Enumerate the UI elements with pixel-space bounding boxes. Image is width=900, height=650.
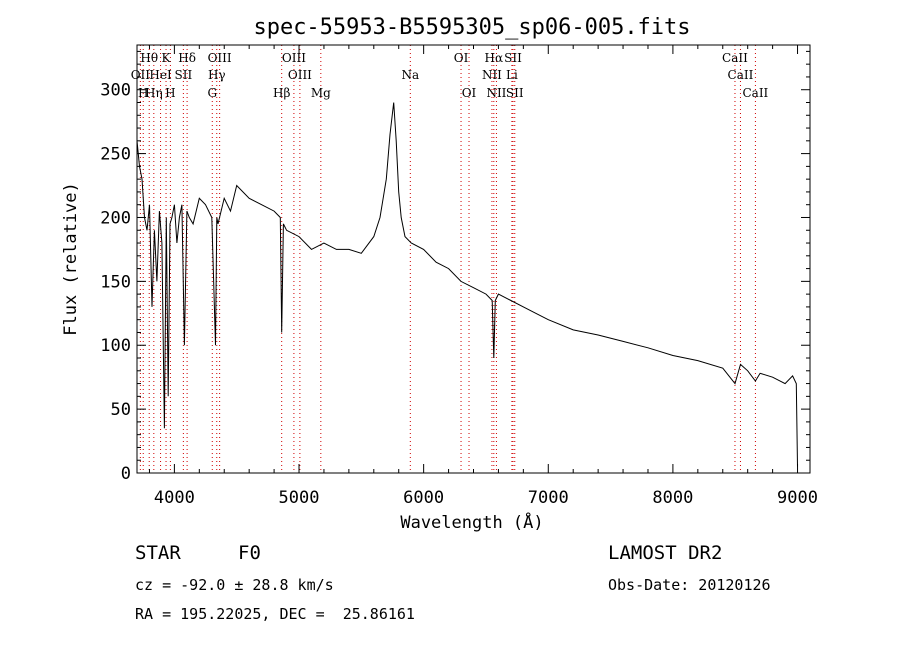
line-label: OI [462,86,477,100]
line-label: SII [506,86,524,100]
line-label: SII [175,68,193,82]
line-label: CaII [728,68,754,82]
observation-date: Obs-Date: 20120126 [608,576,771,594]
line-label: CaII [742,86,768,100]
line-label: H [165,86,175,100]
y-tick-label: 300 [100,81,131,101]
line-label: H [138,86,148,100]
y-tick-label: 250 [100,145,131,165]
y-tick-label: 0 [121,464,131,484]
line-label: G [207,86,217,100]
line-label: Hγ [208,68,226,82]
survey-name: LAMOST DR2 [608,542,723,564]
x-tick-label: 8000 [652,488,693,508]
line-label: NII [482,68,502,82]
line-label: Hβ [273,86,290,100]
x-tick-label: 6000 [403,488,444,508]
line-label: OIII [208,51,232,65]
coordinates: RA = 195.22025, DEC = 25.86161 [135,605,415,623]
y-tick-label: 100 [100,336,131,356]
line-label: Na [401,68,419,82]
y-tick-label: 150 [100,272,131,292]
chart-title: spec-55953-B5595305_sp06-005.fits [253,15,690,40]
line-label: CaII [722,51,748,65]
line-label: Mg [311,86,331,100]
y-axis-label: Flux (relative) [61,182,81,336]
x-axis-label: Wavelength (Å) [400,511,543,533]
line-label: OI [454,51,469,65]
y-axis-ticks: 0 50 100 150 200 250 300 [100,50,810,484]
line-label: OIII [282,51,306,65]
line-label: Hα [485,51,504,65]
line-label: SII [504,51,522,65]
x-tick-label: 4000 [154,488,195,508]
x-tick-label: 5000 [279,488,320,508]
x-tick-label: 9000 [777,488,818,508]
line-label: K [162,51,172,65]
x-tick-label: 7000 [528,488,569,508]
line-label: Hθ [140,51,158,65]
object-class: STAR [135,542,181,564]
line-label: OII [131,68,151,82]
spectrum-line [136,102,798,467]
line-label: NII [486,86,506,100]
object-subclass: F0 [238,542,261,564]
x-axis-ticks: 4000 5000 6000 7000 8000 9000 [148,45,818,508]
y-tick-label: 50 [111,400,131,420]
redshift-velocity: cz = -92.0 ± 28.8 km/s [135,576,334,594]
line-label: Li [506,68,518,82]
line-label: Hδ [178,51,196,65]
line-label: OIII [288,68,312,82]
line-label: Hη [145,86,163,100]
spectral-line-markers [139,45,756,473]
y-tick-label: 200 [100,208,131,228]
plot-frame [136,44,811,474]
line-label: HeI [149,68,172,82]
